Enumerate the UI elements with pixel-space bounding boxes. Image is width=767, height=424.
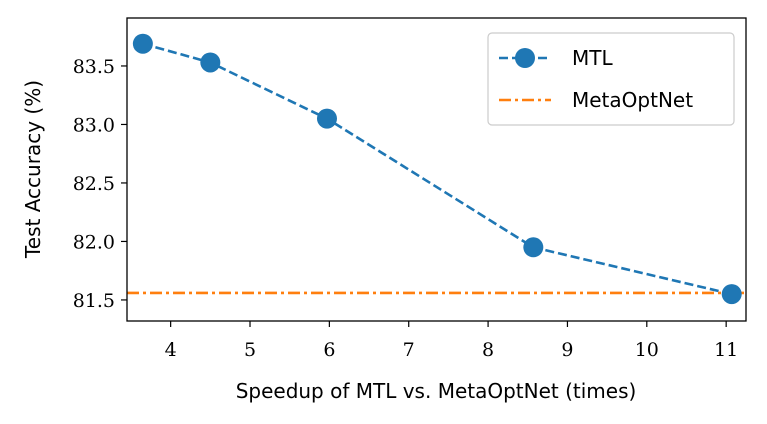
y-tick-label: 81.5: [73, 290, 115, 312]
x-tick-label: 11: [714, 339, 738, 361]
y-tick-label: 83.0: [73, 114, 115, 136]
data-point-mtl: [523, 237, 544, 258]
data-point-mtl: [200, 52, 221, 73]
legend-label-mtl: MTL: [572, 46, 613, 70]
data-point-mtl: [132, 33, 153, 54]
y-axis-ticks: 81.5 82.0 82.5 83.0 83.5: [73, 56, 127, 312]
legend-box: [487, 32, 735, 126]
data-point-mtl: [316, 108, 337, 129]
x-tick-label: 4: [165, 339, 177, 361]
series-markers: [132, 33, 742, 305]
plot-frame: [126, 17, 747, 322]
x-tick-label: 8: [482, 339, 494, 361]
legend: MTL MetaOptNet: [487, 32, 735, 126]
x-tick-label: 9: [561, 339, 573, 361]
x-axis-ticks: 4 5 6 7 8 9 10 11: [165, 321, 738, 361]
x-axis-label: Speedup of MTL vs. MetaOptNet (times): [236, 379, 637, 403]
x-tick-label: 7: [403, 339, 415, 361]
y-tick-label: 83.5: [73, 56, 115, 78]
x-tick-label: 5: [244, 339, 256, 361]
y-tick-label: 82.5: [73, 173, 115, 195]
legend-label-metaoptnet: MetaOptNet: [572, 88, 693, 112]
legend-marker-mtl: [515, 48, 535, 68]
x-tick-label: 6: [323, 339, 335, 361]
y-tick-label: 82.0: [73, 231, 115, 253]
y-axis-label: Test Accuracy (%): [21, 80, 45, 259]
x-tick-label: 10: [635, 339, 659, 361]
data-point-mtl: [721, 284, 742, 305]
